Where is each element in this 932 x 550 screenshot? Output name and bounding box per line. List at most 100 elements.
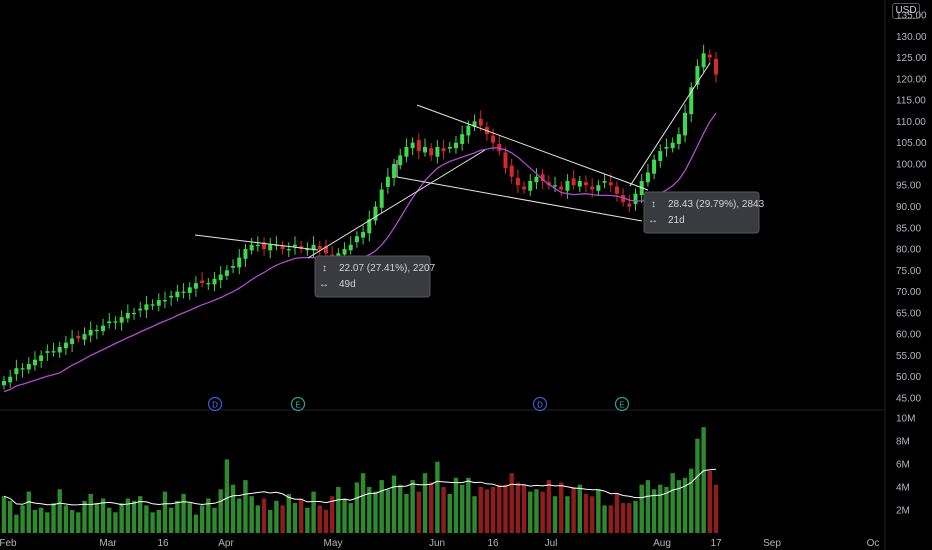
volume-bar: [651, 489, 657, 533]
x-tick-label: Jun: [429, 538, 445, 549]
candle-body: [664, 146, 669, 149]
earnings-marker: [290, 396, 306, 412]
volume-bar: [305, 507, 310, 533]
candle-body: [658, 151, 663, 161]
volume-bar: [280, 505, 285, 533]
candle-body: [305, 249, 310, 251]
y-tick-label: 80.00: [896, 245, 921, 256]
earnings-marker: [614, 396, 630, 412]
volume-bar: [589, 496, 595, 533]
event-marker-label: E: [619, 401, 624, 410]
volume-tick-label: 6M: [896, 460, 910, 471]
measure-tooltip-2: [643, 191, 760, 234]
candle-body: [367, 219, 372, 234]
volume-bar: [298, 498, 304, 533]
volume-tick-label: 4M: [896, 483, 910, 494]
volume-bar: [168, 507, 174, 533]
volume-bar: [212, 507, 217, 533]
candle-body: [323, 246, 328, 254]
candle-body: [262, 242, 267, 250]
volume-bar: [645, 480, 651, 533]
dividend-marker: [532, 396, 548, 412]
candle-body: [528, 180, 533, 191]
volume-bar: [577, 484, 582, 533]
y-tick-label: 50.00: [896, 372, 921, 383]
candle-body: [515, 177, 520, 186]
x-tick-label: Sep: [763, 538, 781, 549]
y-tick-label: 115.00: [896, 96, 926, 107]
candle-body: [342, 249, 347, 255]
candle-body: [478, 118, 483, 126]
volume-bar: [175, 500, 180, 533]
event-marker-label: D: [537, 401, 543, 410]
y-tick-label: 70.00: [896, 287, 921, 298]
candle-body: [212, 278, 217, 285]
volume-bar: [45, 512, 50, 533]
candle-body: [695, 66, 700, 85]
candle-body: [602, 180, 607, 183]
y-tick-label: 110.00: [896, 117, 926, 128]
volume-bar: [602, 505, 607, 533]
candle-body: [534, 176, 539, 183]
volume-bar: [521, 484, 527, 533]
y-tick-label: 100.00: [896, 159, 927, 170]
volume-bar: [107, 507, 112, 533]
x-tick-label: 17: [710, 538, 722, 549]
candle-body: [63, 342, 68, 349]
candle-body: [26, 363, 31, 370]
volume-bar: [633, 500, 638, 533]
candle-body: [175, 291, 180, 298]
candle-body: [181, 291, 186, 293]
trendline-upper-2: [416, 104, 649, 191]
candle-body: [354, 236, 359, 243]
volume-bar: [490, 487, 496, 533]
volume-bar: [88, 493, 93, 533]
candle-body: [88, 329, 93, 336]
volume-bar: [528, 491, 533, 533]
candle-body: [317, 246, 322, 250]
volume-bar: [144, 505, 149, 533]
y-tick-label: 90.00: [896, 202, 921, 213]
volume-bar: [484, 489, 490, 533]
candle-body: [683, 112, 688, 136]
candle-body: [707, 54, 712, 58]
currency-label[interactable]: USD: [892, 3, 920, 19]
volume-bar: [125, 498, 131, 533]
volume-bar: [354, 482, 360, 533]
measure-days-icon: ↔: [319, 279, 329, 290]
volume-bar: [478, 487, 483, 533]
candle-body: [119, 317, 124, 323]
candle-body: [404, 146, 409, 157]
volume-bar: [658, 484, 663, 533]
volume-bar: [534, 489, 539, 533]
y-tick-label: 125.00: [896, 53, 927, 64]
measure-tooltip-1: [314, 255, 431, 298]
candle-body: [70, 338, 75, 344]
candle-body: [150, 304, 155, 306]
volume-bar: [94, 503, 100, 533]
measure-price-text: 28.43 (29.79%), 2843: [668, 199, 765, 210]
volume-bar: [701, 427, 706, 533]
candle-body: [249, 244, 254, 251]
volume-bar: [540, 491, 545, 533]
candle-body: [255, 244, 260, 247]
candle-body: [94, 329, 99, 332]
volume-bar: [274, 500, 279, 533]
trendline-measure-2: [629, 62, 711, 187]
volume-bar: [187, 503, 192, 533]
candle-body: [206, 283, 211, 285]
candle-body: [361, 232, 366, 238]
candle-body: [231, 266, 236, 268]
candle-body: [379, 189, 384, 208]
event-marker-label: E: [295, 401, 300, 410]
measure-days-text: 21d: [668, 215, 685, 226]
volume-bar: [620, 503, 626, 533]
x-tick-label: Oc: [867, 538, 880, 549]
x-tick-label: May: [324, 538, 343, 549]
volume-bar: [100, 498, 106, 533]
candle-body: [398, 155, 403, 166]
candle-body: [447, 146, 452, 149]
candle-body: [237, 257, 242, 268]
volume-bar: [131, 500, 137, 533]
